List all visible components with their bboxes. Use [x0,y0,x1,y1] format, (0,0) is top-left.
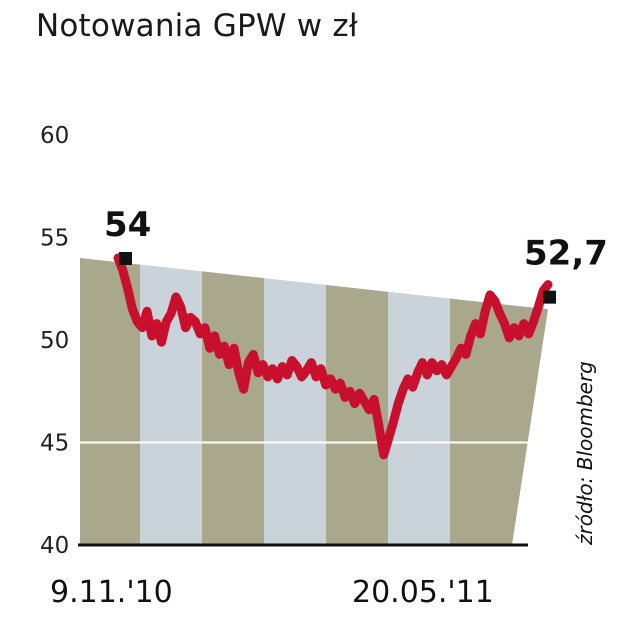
y-tick-label: 50 [40,328,69,354]
end-value-label: 52,7 [524,234,608,274]
start-value-label: 54 [104,205,151,245]
y-tick-label: 45 [40,431,69,457]
start-marker [119,252,132,265]
background-band [80,258,140,545]
series-line [113,253,553,460]
y-axis: 40 45 50 55 60 [40,123,69,559]
x-tick-label-start: 9.11.'10 [50,575,173,610]
end-marker [543,290,556,304]
background-band [388,258,450,545]
background-band [264,258,326,545]
y-tick-label: 55 [40,226,69,252]
x-tick-label-end: 20.05.'11 [352,575,494,610]
y-tick-label: 60 [40,123,69,149]
chart-title: Notowania GPW w zł [36,8,358,44]
source-label: źródło: Bloomberg [573,361,597,546]
background-band [326,258,388,545]
y-tick-label: 40 [40,533,69,559]
background-band [202,258,264,545]
